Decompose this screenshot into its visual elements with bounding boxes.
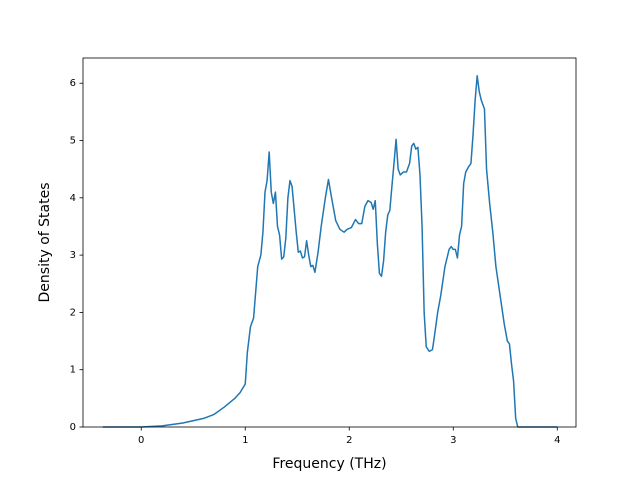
x-tick-label: 4 xyxy=(554,435,560,446)
y-tick-label: 3 xyxy=(70,250,76,261)
y-tick-label: 1 xyxy=(70,365,76,376)
x-tick-label: 1 xyxy=(242,435,248,446)
plot-frame xyxy=(82,57,577,428)
y-tick-label: 5 xyxy=(70,136,76,147)
dos-line xyxy=(102,75,558,428)
x-axis-label: Frequency (THz) xyxy=(272,456,386,472)
y-tick-label: 6 xyxy=(70,78,76,89)
y-axis-label: Density of States xyxy=(37,183,53,303)
x-tick-label: 3 xyxy=(450,435,456,446)
x-tick-label: 2 xyxy=(346,435,352,446)
x-tick-label: 0 xyxy=(138,435,144,446)
y-tick-label: 0 xyxy=(70,422,76,433)
y-tick-label: 2 xyxy=(70,307,76,318)
y-tick-label: 4 xyxy=(70,193,76,204)
